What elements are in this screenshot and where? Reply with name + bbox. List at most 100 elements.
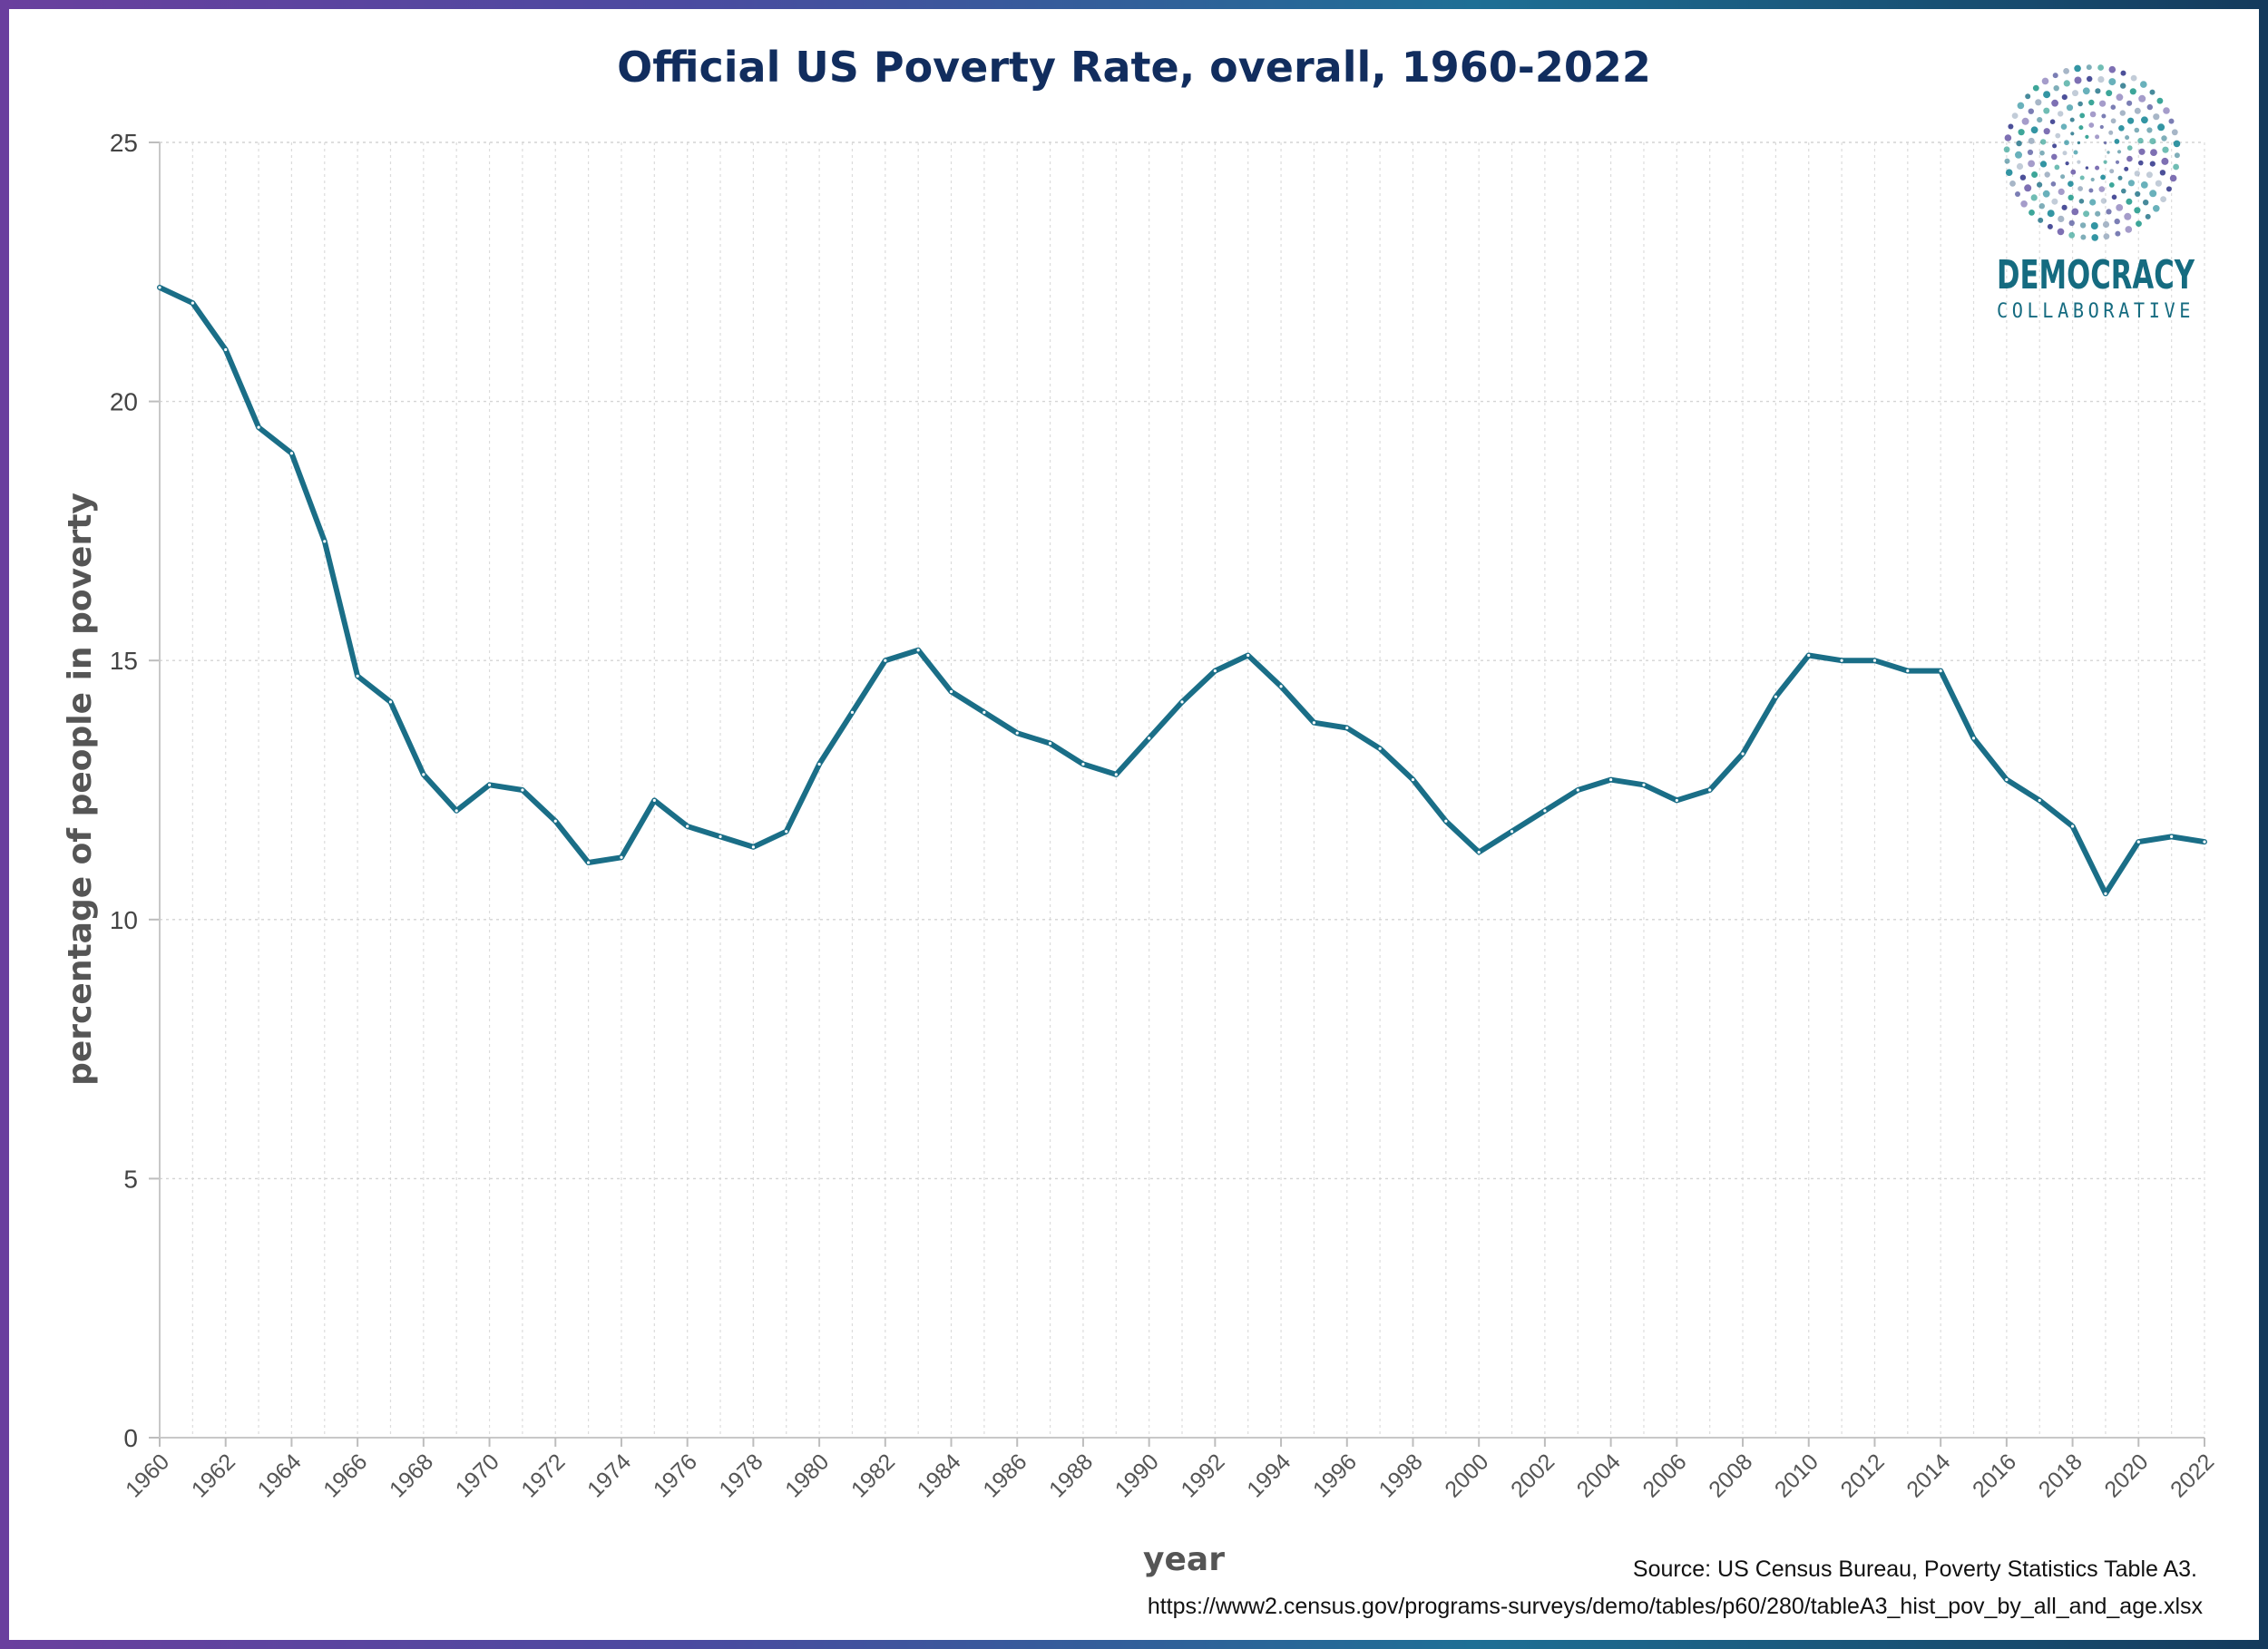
logo-dot [2060, 174, 2066, 180]
x-tick-label: 1964 [253, 1449, 307, 1502]
logo-dot [2149, 190, 2157, 198]
logo-dot [2130, 74, 2137, 82]
logo-dot [2124, 212, 2132, 220]
logo-dot [2163, 107, 2170, 114]
logo-dot [2118, 125, 2125, 132]
data-point [2070, 824, 2075, 828]
data-point [817, 762, 821, 766]
logo-dot [2069, 117, 2075, 122]
logo-dot [2068, 194, 2074, 200]
data-point [521, 788, 524, 792]
data-point [1444, 819, 1448, 823]
axes [149, 141, 2205, 1447]
logo-dot [2080, 234, 2087, 240]
logo-dot [2161, 157, 2169, 165]
logo-dot [2168, 118, 2175, 124]
logo-dot [2078, 125, 2084, 131]
logo-dot [2015, 151, 2022, 159]
logo-dot [2089, 111, 2097, 118]
logo-dot [2111, 194, 2117, 200]
logo-dot [2116, 150, 2122, 154]
x-tick-label: 2020 [2099, 1449, 2153, 1502]
logo-dot [2063, 80, 2070, 87]
logo-dot [2052, 143, 2058, 149]
logo-dot [2027, 149, 2034, 155]
logo-dot [2088, 122, 2095, 128]
logo-dot [2136, 220, 2142, 228]
x-tick-labels: 1960 1962 1964 1966 1968 1970 1972 1974 1976 1978… [121, 1449, 2219, 1502]
data-point [1741, 752, 1745, 756]
x-tick-label: 1988 [1044, 1449, 1098, 1502]
logo-dot [2044, 171, 2050, 178]
logo-dot [2161, 135, 2167, 141]
logo-dot [2070, 132, 2075, 136]
grid-lines [159, 141, 2205, 1438]
logo-dot [2162, 146, 2169, 153]
logo-dot [2095, 88, 2101, 94]
data-point [751, 845, 755, 849]
logo-dot [2115, 230, 2121, 237]
data-point [2203, 840, 2206, 844]
data-point [553, 819, 557, 823]
logo-dot [2103, 233, 2110, 239]
logo-dot [2079, 175, 2085, 181]
logo-dot [2149, 138, 2156, 145]
data-point [1807, 653, 1811, 658]
logo-dot [2114, 139, 2120, 144]
logo-dot [2063, 68, 2070, 74]
logo-dot [2115, 160, 2120, 164]
data-point [422, 773, 425, 776]
logo-dot [2141, 116, 2148, 124]
logo-dot [2072, 90, 2078, 97]
logo-dot [2085, 134, 2089, 139]
logo-dot [2053, 85, 2059, 92]
x-tick-label: 1998 [1374, 1449, 1428, 1502]
logo-dot [2074, 64, 2081, 73]
logo-dot [2060, 123, 2068, 130]
data-point [587, 861, 591, 864]
logo-dot [2143, 200, 2149, 206]
logo-dot [2090, 222, 2098, 229]
data-point [686, 824, 689, 828]
logo-dot [2159, 170, 2166, 176]
data-point [916, 649, 920, 652]
logo-dot [2085, 166, 2089, 170]
logo-dot [2089, 199, 2097, 206]
data-point [257, 425, 260, 429]
logo-dot [2091, 234, 2098, 241]
logo-dot [2134, 107, 2141, 114]
logo-dot [2057, 228, 2065, 236]
x-tick-label: 2006 [1637, 1449, 1691, 1502]
logo-dot [2016, 140, 2022, 147]
logo-dot [2058, 188, 2065, 195]
logo-dot [2100, 174, 2107, 181]
logo-dot [2121, 188, 2126, 194]
data-point [1114, 773, 1118, 776]
logo-dot [2051, 198, 2058, 205]
logo-dot [2061, 94, 2068, 101]
logo-dot [2050, 181, 2057, 187]
data-point [1642, 783, 1646, 786]
data-point [1345, 726, 1349, 730]
logo-dot [2039, 150, 2045, 156]
logo-dot [2110, 104, 2116, 110]
logo-dot [2095, 165, 2100, 171]
logo-dot [2098, 186, 2106, 192]
data-point [191, 301, 194, 305]
logo-dot [2117, 175, 2123, 181]
data-point [620, 855, 623, 859]
logo-dot [2099, 124, 2104, 130]
logo-dot [2078, 199, 2085, 204]
x-tick-label: 2012 [1836, 1449, 1890, 1502]
logo-dot [2030, 194, 2038, 201]
logo-dot [2110, 118, 2116, 124]
logo-dot [2149, 161, 2156, 167]
logo-dot [2149, 89, 2156, 95]
logo-dot [2134, 127, 2140, 133]
logo-dot [2020, 200, 2028, 208]
logo-dot [2126, 100, 2133, 106]
data-point [1708, 788, 1712, 792]
x-tick-label: 2008 [1704, 1449, 1757, 1502]
data-point [1510, 830, 1514, 834]
logo-dot [2061, 204, 2068, 210]
